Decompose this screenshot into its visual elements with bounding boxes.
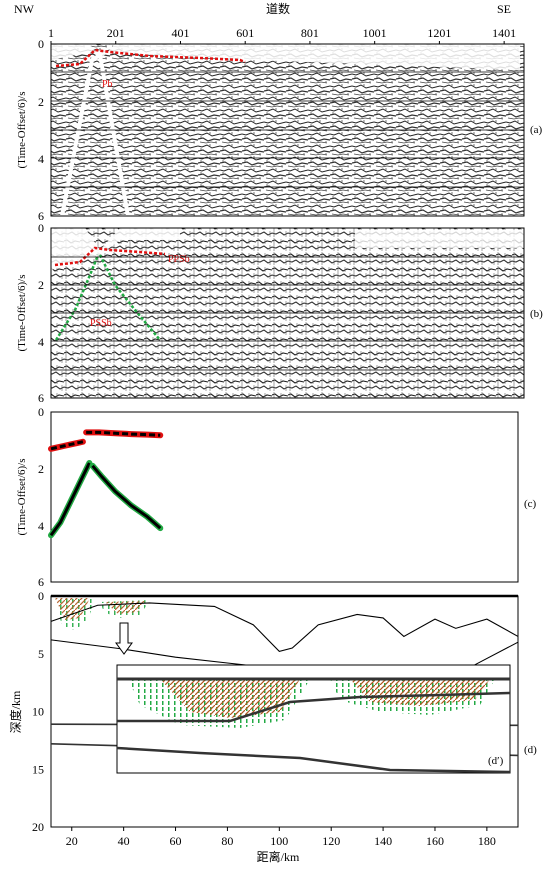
interface-line: [50, 602, 519, 653]
ytick: 2: [38, 278, 44, 292]
ytick: 4: [38, 152, 44, 166]
y-axis-label-d: 深度/km: [8, 690, 23, 733]
calc-curve: [86, 430, 161, 437]
trace-tick-label: 801: [301, 26, 319, 40]
panel-c: 0 2 4 6 (Time-Offset/6)/s (c): [16, 405, 537, 589]
ytick: 6: [38, 209, 44, 223]
trace-tick-label: 1201: [427, 26, 451, 40]
trace-tick-label: 401: [171, 26, 189, 40]
ytick: 6: [38, 391, 44, 405]
ytick: 4: [38, 519, 44, 533]
distance-tick-label: 20: [66, 834, 78, 848]
ppsb-label: PPSb: [168, 254, 190, 265]
y-axis-label-a: (Time-Offset/6)/s: [16, 92, 28, 169]
pssb-label: PSSb: [90, 318, 112, 329]
depth-axis: 0 5 10 15 20 20 40 60 80 100 120 140 160 180: [32, 589, 496, 848]
travel-time-curves: [48, 429, 164, 539]
ytick: 0: [38, 221, 44, 235]
distance-tick-label: 100: [270, 834, 288, 848]
calc-curve: [91, 464, 162, 530]
trace-tick-label: 1401: [492, 26, 516, 40]
zoom-arrow: [115, 622, 133, 655]
calc-curve: [49, 462, 91, 537]
nw-label: NW: [14, 2, 35, 16]
trace-tick-label: 601: [236, 26, 254, 40]
panel-d: (d′) 0 5 10 15 20 20 40 60 80 100 120 140 160 180 深度/…: [8, 589, 537, 864]
ppsb-pick: [54, 246, 166, 267]
pssb-pick-left: [54, 254, 100, 341]
trace-tick-label: 1001: [363, 26, 387, 40]
depth-tick-label: 10: [32, 705, 44, 719]
distance-tick-label: 180: [478, 834, 496, 848]
depth-tick-label: 0: [38, 589, 44, 603]
depth-tick-label: 5: [38, 647, 44, 661]
x-axis-label-d: 距离/km: [257, 849, 300, 864]
panel-tag-c: (c): [524, 498, 537, 510]
pb-pick: [55, 48, 246, 68]
y-axis-label-b: (Time-Offset/6)/s: [16, 275, 28, 352]
pb-label: Pb: [102, 79, 113, 90]
distance-tick-label: 60: [170, 834, 182, 848]
trace-axis-title: 道数: [266, 1, 290, 16]
distance-tick-label: 140: [374, 834, 392, 848]
trace-tick-label: 201: [107, 26, 125, 40]
ytick: 0: [38, 405, 44, 419]
panel-b: PPSb PSSb 0 2 4 6 (Time-Offset/6)/s (b): [16, 221, 543, 405]
trace-tick-label: 1: [48, 26, 54, 40]
panel-c-frame: [50, 411, 519, 583]
y-axis-label-c: (Time-Offset/6)/s: [16, 459, 28, 536]
ytick: 2: [38, 95, 44, 109]
panel-tag-a: (a): [530, 124, 543, 136]
pssb-pick-right: [98, 254, 161, 341]
depth-tick-label: 20: [32, 820, 44, 834]
distance-tick-label: 80: [221, 834, 233, 848]
trace-tick-labels: 1 201 401 601 801 1001 1201 1401: [48, 26, 516, 44]
panel-tag-b: (b): [530, 308, 543, 320]
inset-tag: (d′): [488, 755, 504, 767]
distance-tick-label: 120: [322, 834, 340, 848]
ytick: 6: [38, 575, 44, 589]
inset-d-prime: (d′): [116, 664, 511, 774]
calc-curve: [50, 440, 84, 451]
panel-a: Pb 0 2 4 6 (Time-Offset/6)/s (a): [16, 37, 543, 223]
depth-tick-label: 15: [32, 762, 44, 776]
distance-tick-label: 40: [118, 834, 130, 848]
se-label: SE: [497, 2, 511, 16]
ytick: 0: [38, 37, 44, 51]
distance-tick-label: 160: [426, 834, 444, 848]
panel-tag-d: (d): [524, 744, 537, 756]
ytick: 2: [38, 462, 44, 476]
ytick: 4: [38, 335, 44, 349]
